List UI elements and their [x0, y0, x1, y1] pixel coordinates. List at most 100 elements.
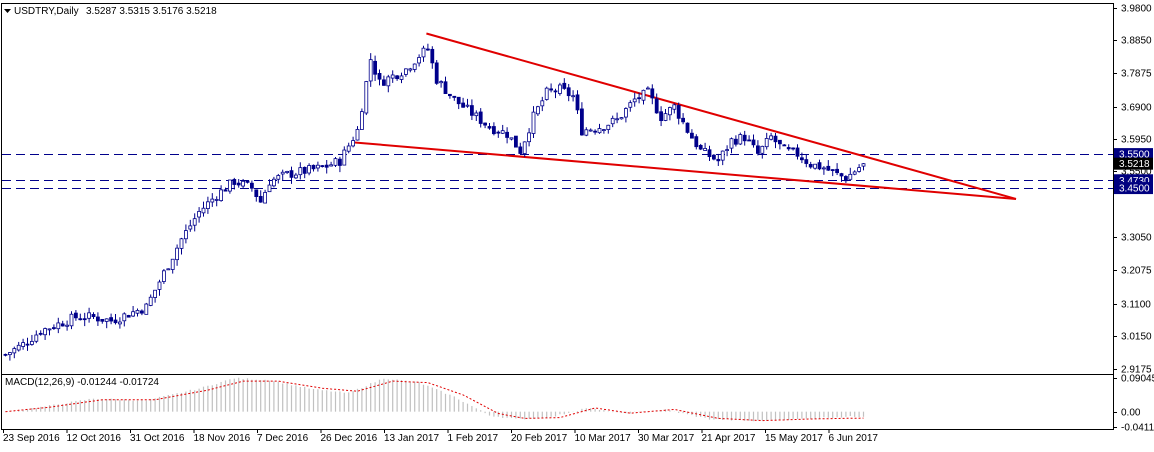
candle-body: [298, 167, 303, 176]
candle-body: [685, 122, 690, 133]
candle-body: [624, 108, 628, 118]
candle-body: [800, 157, 804, 161]
candle-body: [12, 348, 17, 354]
candle-body: [703, 148, 707, 151]
candle-body: [293, 174, 298, 179]
candle-body: [610, 117, 615, 125]
candle-body: [65, 324, 69, 327]
candle-body: [663, 113, 668, 121]
candle-body: [817, 162, 822, 170]
candle-body: [214, 199, 219, 201]
candle-body: [109, 317, 113, 322]
time-axis-label: 12 Oct 2016: [67, 433, 122, 444]
candle-body: [505, 131, 510, 138]
candle-body: [597, 128, 602, 134]
candle-body: [60, 323, 65, 327]
candle-body: [355, 129, 360, 141]
candle-body: [320, 165, 325, 168]
candle-body: [241, 180, 246, 187]
candle-body: [403, 68, 408, 75]
candle-body: [337, 158, 342, 166]
candle-body: [452, 95, 457, 98]
candle-body: [575, 94, 580, 111]
candle-body: [588, 129, 593, 132]
candle-body: [386, 76, 391, 87]
candle-body: [148, 296, 153, 306]
candle-body: [276, 175, 281, 180]
level-price-tag: [1114, 182, 1153, 195]
macd-histogram: [4, 377, 865, 422]
candle-body: [377, 72, 382, 80]
triangle-down-icon[interactable]: [4, 9, 11, 13]
candle-body: [417, 57, 422, 64]
candle-body: [236, 182, 241, 186]
candle-body: [813, 163, 817, 169]
candle-body: [527, 132, 531, 143]
candle-body: [469, 105, 474, 116]
time-axis-label: 21 Apr 2017: [702, 433, 756, 444]
candle-body: [518, 146, 523, 154]
candle-body: [725, 149, 729, 151]
candle-body: [681, 117, 685, 123]
candle-body: [74, 312, 78, 319]
price-axis-label: 3.0150: [1121, 332, 1152, 343]
candle-body: [373, 60, 378, 75]
candle-body: [804, 159, 809, 164]
candle-body: [421, 47, 426, 58]
candle-body: [249, 182, 254, 189]
candle-body: [412, 63, 417, 70]
candle-body: [716, 158, 721, 162]
candle-body: [280, 171, 285, 175]
candle-body: [34, 334, 39, 342]
candle-body: [21, 342, 26, 347]
candle-body: [38, 332, 43, 335]
candle-body: [509, 137, 514, 140]
candle-body: [822, 167, 826, 170]
candle-body: [91, 314, 96, 318]
candle-body: [43, 328, 47, 336]
time-axis-label: 26 Dec 2016: [321, 433, 378, 444]
macd-signal-line: [5, 380, 864, 422]
candle-body: [637, 97, 641, 100]
level-price-label: 3.5500: [1119, 150, 1150, 161]
candle-body: [430, 48, 435, 64]
candle-body: [522, 141, 527, 154]
candle-body: [690, 132, 694, 139]
candle-body: [676, 105, 681, 119]
candle-body: [267, 184, 272, 193]
candle-body: [531, 111, 536, 134]
candle-body: [329, 164, 334, 167]
candle-body: [491, 126, 496, 135]
candle-body: [126, 315, 131, 318]
candle-body: [56, 322, 61, 330]
candle-body: [87, 312, 91, 319]
trendlines: [351, 32, 1017, 200]
candle-body: [166, 268, 171, 271]
candle-body: [192, 218, 197, 226]
candle-body: [69, 313, 74, 327]
candle-body: [153, 289, 158, 298]
current-price-tag: [1114, 157, 1153, 170]
candle-body: [659, 111, 663, 122]
candle-body: [738, 134, 743, 145]
candle-body: [729, 138, 734, 149]
candle-body: [135, 310, 140, 314]
candle-body: [461, 102, 466, 108]
candle-body: [747, 139, 751, 142]
price-axis-label: 3.5950: [1121, 135, 1152, 146]
trendline-lower: [351, 141, 1017, 200]
candle-body: [258, 196, 263, 203]
candle-body: [835, 168, 839, 174]
candle-body: [201, 207, 206, 214]
candle-body: [615, 118, 619, 121]
candle-body: [540, 100, 545, 107]
candle-body: [100, 318, 105, 322]
candle-body: [795, 147, 800, 157]
candle-body: [712, 154, 716, 160]
candle-body: [381, 79, 386, 86]
candle-body: [698, 145, 703, 150]
candle-body: [96, 316, 100, 322]
candle-body: [351, 140, 356, 147]
